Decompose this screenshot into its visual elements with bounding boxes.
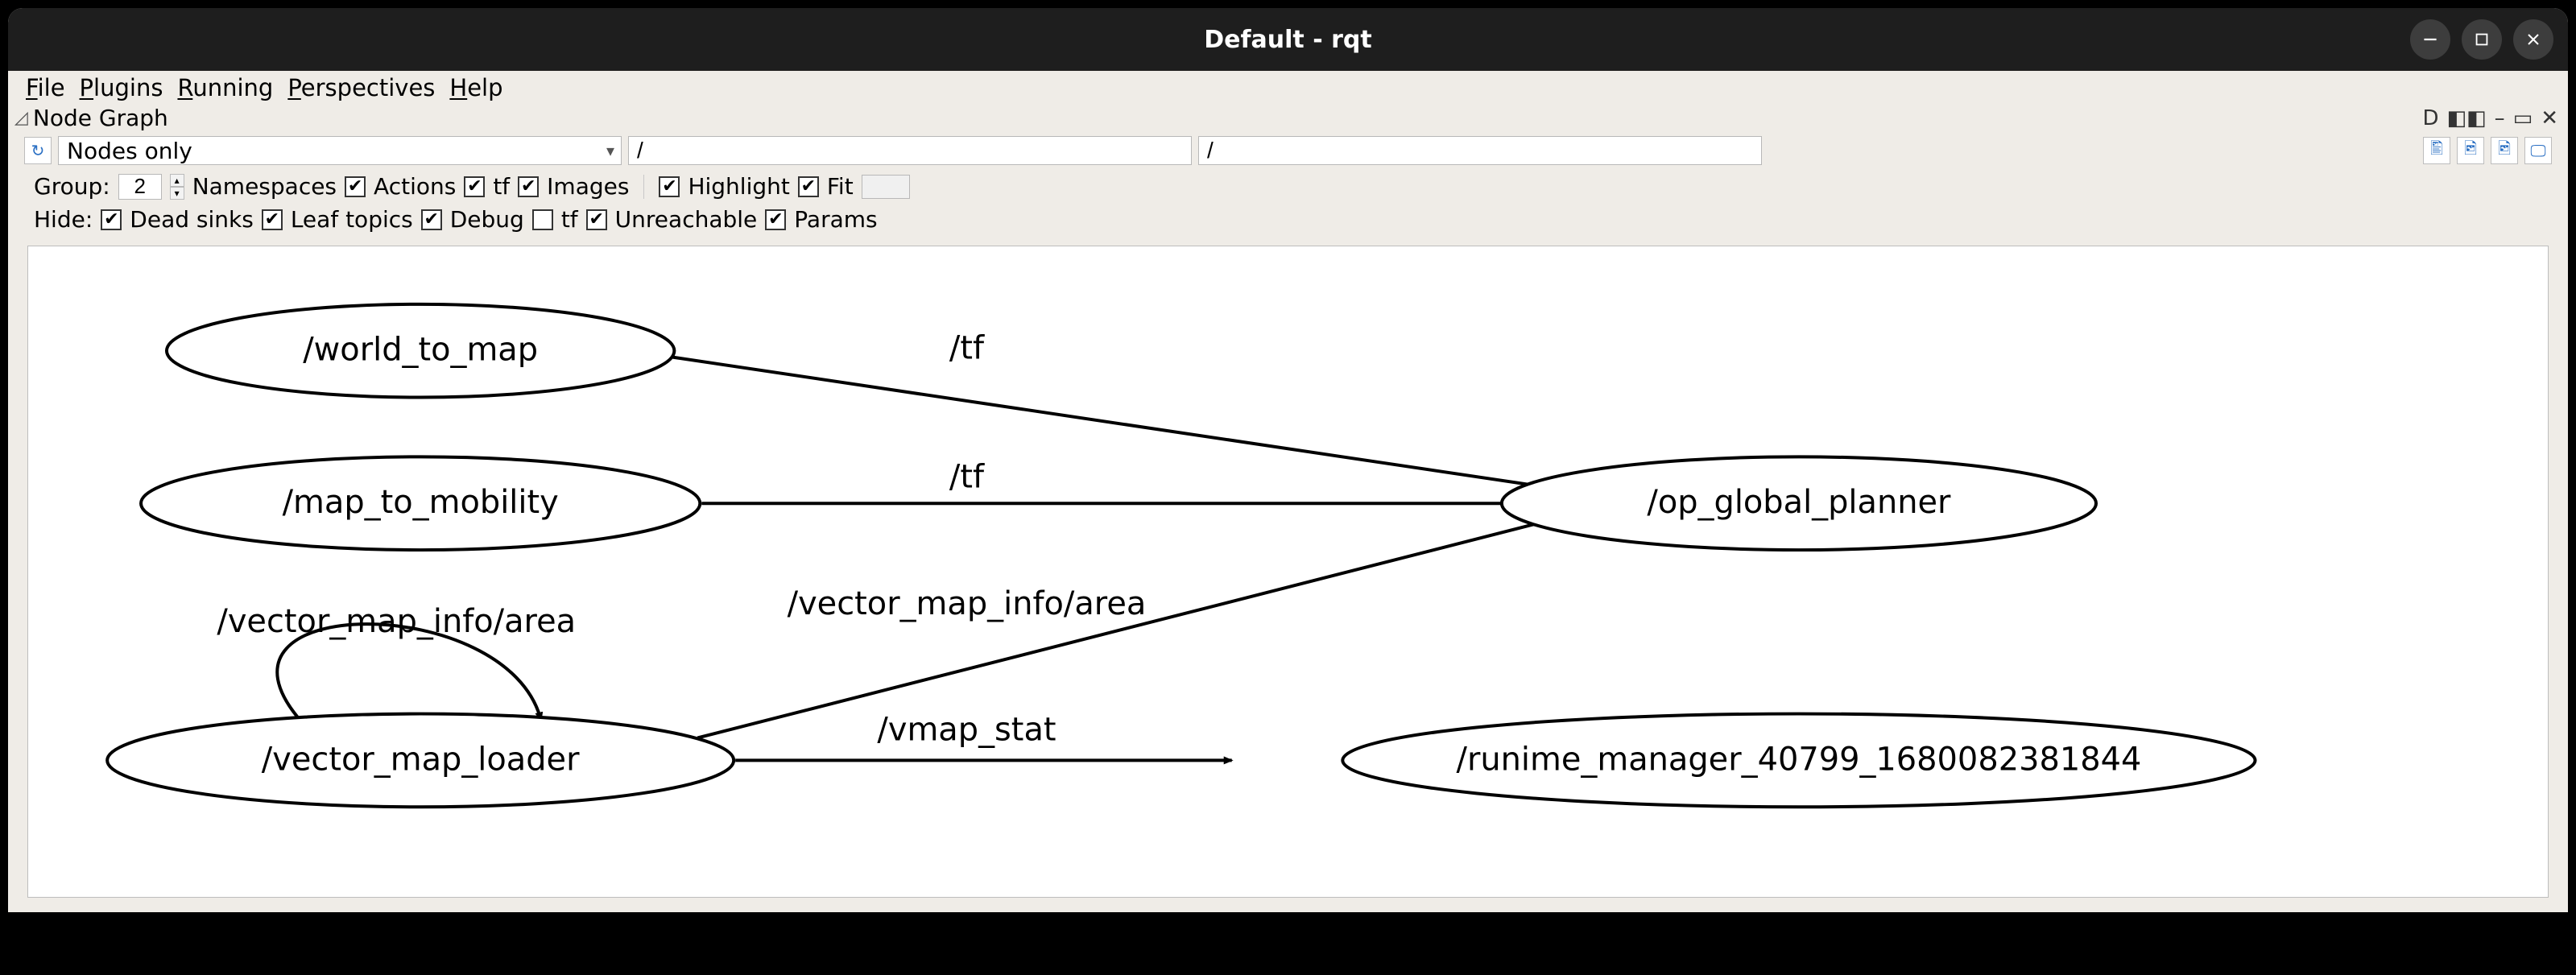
from-filter-input[interactable] xyxy=(628,136,1192,165)
menubar: File Plugins Running Perspectives Help xyxy=(8,71,2568,105)
unreachable-checkbox[interactable] xyxy=(586,209,607,230)
graph-edge[interactable] xyxy=(672,357,1553,489)
tf-checkbox[interactable] xyxy=(464,176,485,197)
fit-view-icon[interactable]: 🖵 xyxy=(2524,137,2552,164)
graph-toolbar-2: Group: ▴ ▾ Namespaces Actions tf Images … xyxy=(8,170,2568,203)
graph-toolbar-3: Hide: Dead sinks Leaf topics Debug tf Un… xyxy=(8,203,2568,236)
group-spin-up[interactable]: ▴ xyxy=(170,174,184,187)
group-spinners: ▴ ▾ xyxy=(170,174,184,200)
hide-label: Hide: xyxy=(34,206,93,233)
zoom-slider[interactable] xyxy=(862,175,910,199)
fit-checkbox[interactable] xyxy=(798,176,819,197)
group-spin-down[interactable]: ▾ xyxy=(170,187,184,200)
images-checkbox[interactable] xyxy=(518,176,539,197)
window-controls xyxy=(2410,8,2553,71)
graph-canvas[interactable]: /tf/tf/vector_map_info/area/vmap_stat/ve… xyxy=(27,246,2549,898)
graph-toolbar-1: ↻ Nodes only 🖺 🖻 🖻 🖵 xyxy=(8,131,2568,170)
save-svg-icon[interactable]: 🖻 xyxy=(2457,137,2484,164)
graph-node-label: /world_to_map xyxy=(303,332,538,369)
graph-edge-label: /tf xyxy=(949,458,985,495)
graph-node-label: /vector_map_loader xyxy=(262,741,580,778)
toolbar-right-icons: 🖺 🖻 🖻 🖵 xyxy=(2423,137,2552,164)
to-filter-input[interactable] xyxy=(1198,136,1762,165)
graph-node-label: /runime_manager_40799_1680082381844 xyxy=(1457,741,2142,778)
menu-help[interactable]: Help xyxy=(449,74,502,101)
panel-btn-dock[interactable]: ◧◧ xyxy=(2443,106,2489,130)
highlight-label: Highlight xyxy=(688,173,789,200)
graph-edge-label: /tf xyxy=(949,330,985,367)
params-checkbox[interactable] xyxy=(765,209,786,230)
graph-edge-label: /vector_map_info/area xyxy=(217,603,576,640)
leaf-topics-label: Leaf topics xyxy=(291,206,413,233)
images-label: Images xyxy=(547,173,629,200)
params-label: Params xyxy=(794,206,877,233)
graph-edge-label: /vector_map_info/area xyxy=(788,585,1147,622)
debug-label: Debug xyxy=(450,206,524,233)
close-icon[interactable] xyxy=(2513,19,2553,60)
graph-node-label: /op_global_planner xyxy=(1647,484,1951,521)
menu-running[interactable]: Running xyxy=(177,74,273,101)
titlebar: Default - rqt xyxy=(8,8,2568,71)
minimize-icon[interactable] xyxy=(2410,19,2450,60)
highlight-checkbox[interactable] xyxy=(659,176,680,197)
menu-perspectives[interactable]: Perspectives xyxy=(287,74,435,101)
panel-btn-float[interactable]: ▭ xyxy=(2510,106,2537,130)
graph-node-label: /map_to_mobility xyxy=(283,484,559,521)
rqt-window: Default - rqt File Plugins Running Persp… xyxy=(8,8,2568,912)
hide-tf-label: tf xyxy=(561,206,578,233)
actions-label: Actions xyxy=(374,173,456,200)
panel-title: Node Graph xyxy=(33,105,168,131)
node-graph-svg: /tf/tf/vector_map_info/area/vmap_stat/ve… xyxy=(28,246,2548,897)
leaf-topics-checkbox[interactable] xyxy=(262,209,283,230)
unreachable-label: Unreachable xyxy=(615,206,758,233)
namespaces-label: Namespaces xyxy=(192,173,337,200)
actions-checkbox[interactable] xyxy=(345,176,366,197)
panel-toggle-icon[interactable]: ◿ xyxy=(14,108,28,128)
tf-label: tf xyxy=(493,173,510,200)
graph-edge[interactable] xyxy=(697,519,1553,737)
refresh-button[interactable]: ↻ xyxy=(24,137,52,164)
panel-header-controls: D ◧◧ – ▭ ✕ xyxy=(2419,106,2562,130)
window-title: Default - rqt xyxy=(1204,26,1371,54)
panel-btn-d[interactable]: D xyxy=(2419,106,2442,130)
group-depth-input[interactable] xyxy=(118,174,162,200)
menu-plugins[interactable]: Plugins xyxy=(80,74,163,101)
save-image-icon[interactable]: 🖺 xyxy=(2423,137,2450,164)
fit-label: Fit xyxy=(827,173,854,200)
hide-tf-checkbox[interactable] xyxy=(532,209,553,230)
panel-btn-min[interactable]: – xyxy=(2491,106,2508,130)
view-mode-dropdown[interactable]: Nodes only xyxy=(58,136,622,165)
group-label: Group: xyxy=(34,173,110,200)
panel-header: ◿ Node Graph D ◧◧ – ▭ ✕ xyxy=(8,105,2568,131)
save-dot-icon[interactable]: 🖻 xyxy=(2491,137,2518,164)
maximize-icon[interactable] xyxy=(2462,19,2502,60)
panel-btn-close[interactable]: ✕ xyxy=(2537,106,2562,130)
divider xyxy=(643,175,644,199)
debug-checkbox[interactable] xyxy=(421,209,442,230)
graph-edge-label: /vmap_stat xyxy=(877,711,1056,748)
dead-sinks-checkbox[interactable] xyxy=(101,209,122,230)
menu-file[interactable]: File xyxy=(26,74,65,101)
dead-sinks-label: Dead sinks xyxy=(130,206,254,233)
